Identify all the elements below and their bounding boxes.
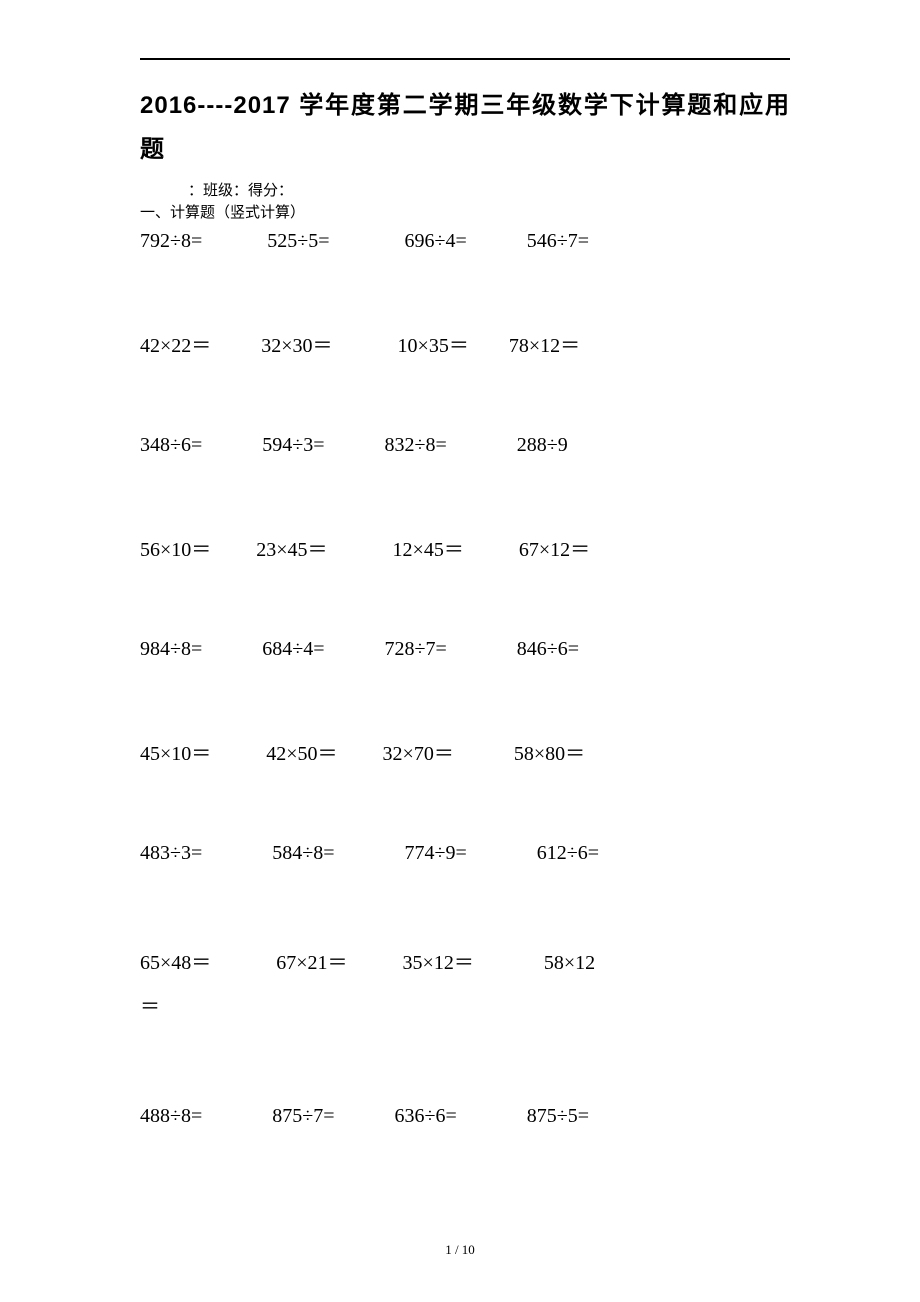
problem-row: 984÷8= 684÷4= 728÷7= 846÷6= <box>140 638 790 661</box>
problem-row: 65×48＝ 67×21＝ 35×12＝ 58×12 ＝ <box>140 941 790 1029</box>
page-number: 1 / 10 <box>0 1242 920 1258</box>
problem-row: 483÷3= 584÷8= 774÷9= 612÷6= <box>140 842 790 865</box>
problem-row: 792÷8= 525÷5= 696÷4= 546÷7= <box>140 230 790 253</box>
problem-rows: 792÷8= 525÷5= 696÷4= 546÷7= 42×22＝ 32×30… <box>140 230 790 1128</box>
meta-line: ：班级：得分： <box>140 180 790 202</box>
problem-row: 488÷8= 875÷7= 636÷6= 875÷5= <box>140 1105 790 1128</box>
problem-row: 348÷6= 594÷3= 832÷8= 288÷9 <box>140 434 790 457</box>
page: 2016----2017 学年度第二学期三年级数学下计算题和应用 题 ：班级：得… <box>0 0 920 1302</box>
doc-title-line1: 2016----2017 学年度第二学期三年级数学下计算题和应用 <box>140 82 790 130</box>
problem-row: 42×22＝ 32×30＝ 10×35＝ 78×12＝ <box>140 329 790 358</box>
doc-title-line2: 题 <box>140 130 790 170</box>
problem-row: 56×10＝ 23×45＝ 12×45＝ 67×12＝ <box>140 533 790 562</box>
section-heading: 一、计算题（竖式计算） <box>140 202 790 224</box>
problem-row: 45×10＝ 42×50＝ 32×70＝ 58×80＝ <box>140 737 790 766</box>
top-rule <box>140 58 790 60</box>
